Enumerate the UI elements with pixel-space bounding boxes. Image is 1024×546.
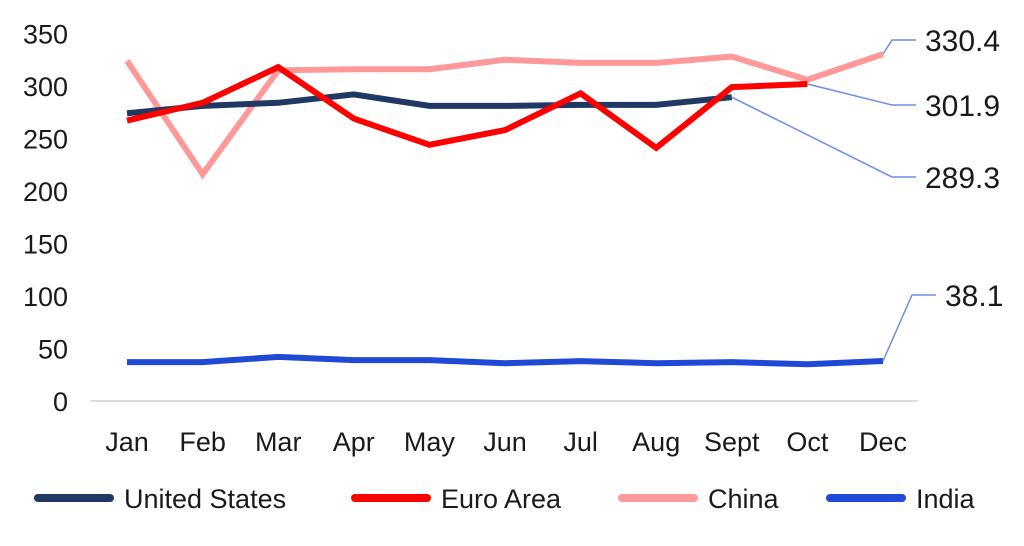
leader-line [882, 39, 916, 55]
x-tick-label: Jan [105, 427, 149, 457]
x-tick-label: Dec [859, 427, 907, 457]
y-tick-label: 50 [38, 335, 68, 365]
y-tick-label: 300 [23, 72, 68, 102]
y-axis-ticks: 0 50 100 150 200 250 300 350 [23, 20, 68, 418]
x-tick-label: Sept [704, 427, 760, 457]
y-tick-label: 250 [23, 125, 68, 155]
series-lines [124, 51, 884, 368]
y-tick-label: 150 [23, 230, 68, 260]
y-tick-label: 0 [53, 387, 68, 417]
y-tick-label: 100 [23, 282, 68, 312]
value-callouts: 330.4 301.9 289.3 38.1 [731, 25, 1003, 362]
leader-line [882, 294, 936, 362]
series-line-china [124, 51, 884, 180]
legend-label-euro-area: Euro Area [441, 484, 562, 514]
legend: United States Euro Area China India [34, 484, 976, 514]
value-callout-india: 38.1 [945, 280, 1003, 313]
value-callout-euro-area: 301.9 [925, 90, 1000, 123]
series-line-india [127, 353, 884, 368]
value-callout-united-states: 289.3 [925, 162, 1000, 195]
y-tick-label: 350 [23, 20, 68, 50]
value-callout-china: 330.4 [925, 25, 1000, 58]
x-tick-label: May [404, 427, 456, 457]
x-tick-label: Jul [563, 427, 598, 457]
x-tick-label: Apr [333, 427, 375, 457]
x-tick-label: Aug [632, 427, 680, 457]
x-tick-label: Oct [786, 427, 829, 457]
series-line-euro-area [126, 63, 808, 152]
x-tick-label: Feb [179, 427, 226, 457]
y-tick-label: 200 [23, 177, 68, 207]
series-line-united-states [126, 91, 733, 117]
leader-line [731, 96, 916, 178]
x-axis-ticks: Jan Feb Mar Apr May Jun Jul Aug Sept Oct Dec [105, 427, 907, 457]
leader-line [807, 83, 916, 106]
legend-label-china: China [708, 484, 780, 514]
legend-label-india: India [916, 484, 976, 514]
legend-label-united-states: United States [124, 484, 286, 514]
x-tick-label: Mar [255, 427, 302, 457]
x-tick-label: Jun [483, 427, 527, 457]
